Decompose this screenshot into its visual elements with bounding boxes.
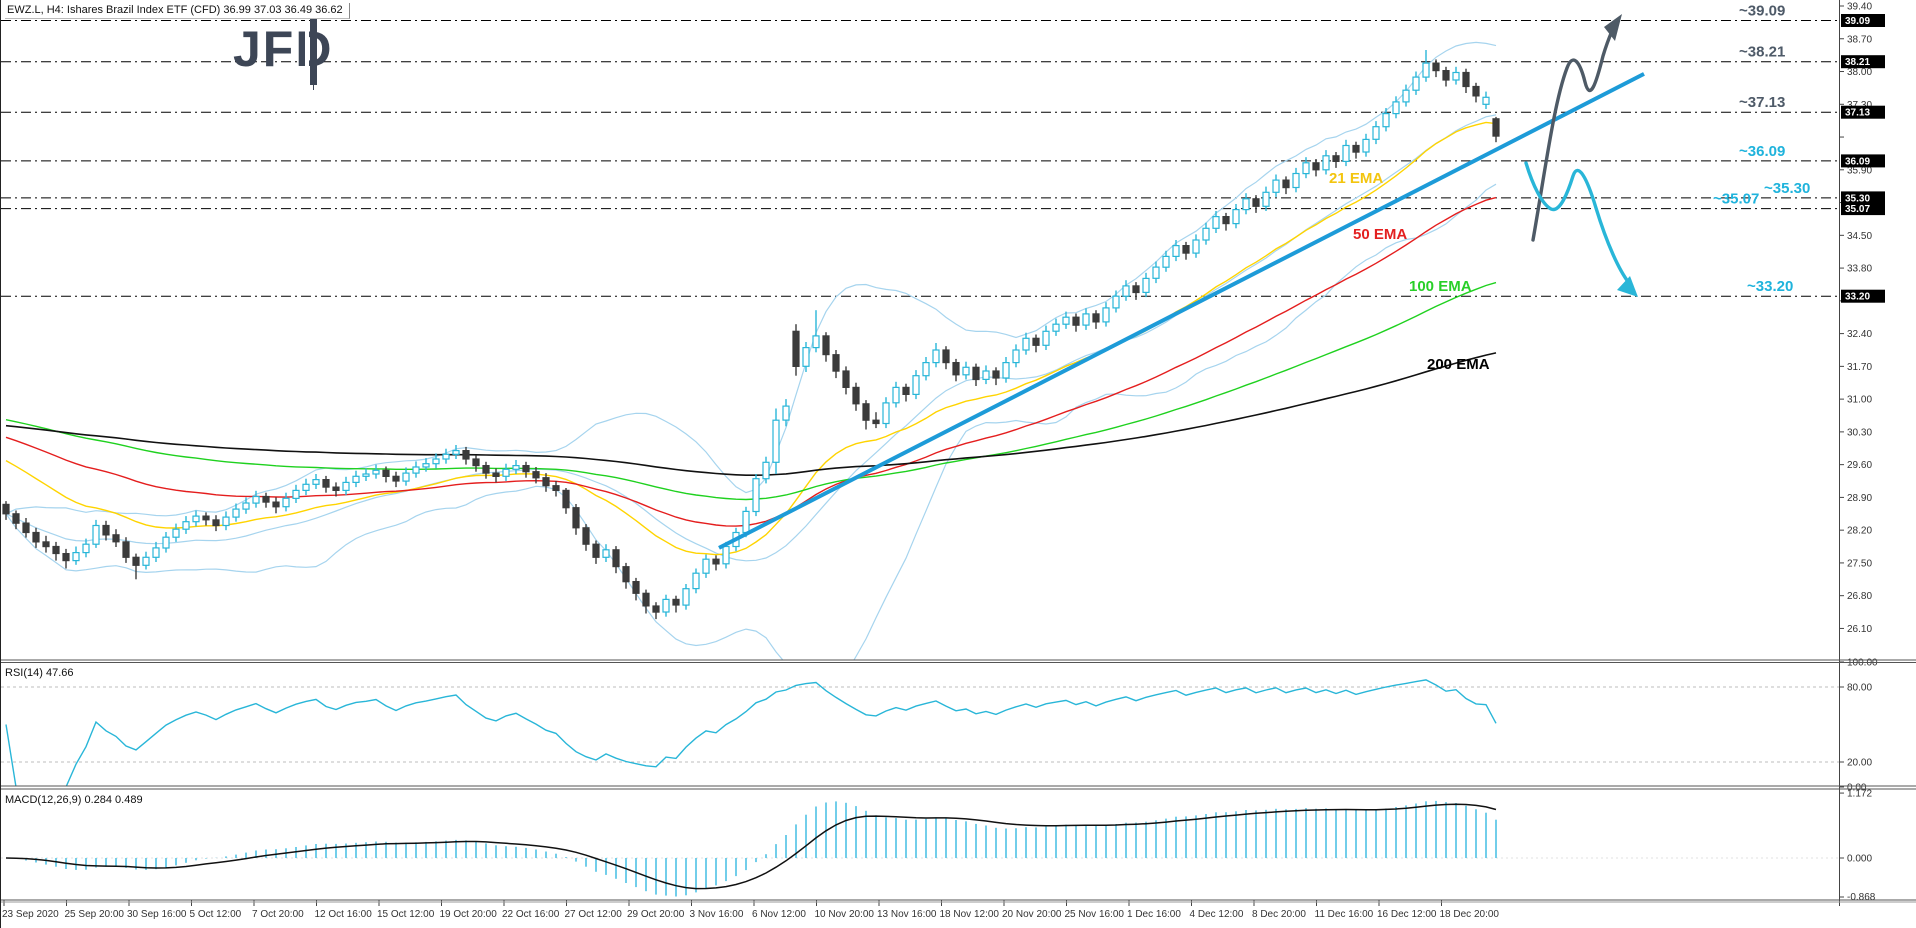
- svg-text:22 Oct 16:00: 22 Oct 16:00: [502, 909, 560, 920]
- svg-text:10 Nov 20:00: 10 Nov 20:00: [815, 909, 875, 920]
- svg-text:11 Dec 16:00: 11 Dec 16:00: [1315, 909, 1374, 920]
- svg-text:37.13: 37.13: [1845, 108, 1870, 119]
- svg-text:35.30: 35.30: [1845, 193, 1870, 204]
- svg-text:39.40: 39.40: [1847, 2, 1872, 13]
- svg-text:~33.20: ~33.20: [1747, 278, 1793, 295]
- svg-text:100 EMA: 100 EMA: [1409, 278, 1472, 295]
- bollinger-bands: [5, 41, 1497, 660]
- jfd-logo: JFD: [233, 10, 333, 90]
- svg-text:~37.13: ~37.13: [1739, 94, 1785, 111]
- candlesticks[interactable]: [2, 50, 1500, 620]
- svg-text:80.00: 80.00: [1847, 683, 1872, 694]
- svg-text:31.00: 31.00: [1847, 395, 1872, 406]
- svg-text:20 Nov 20:00: 20 Nov 20:00: [1002, 909, 1062, 920]
- svg-text:6 Nov 12:00: 6 Nov 12:00: [752, 909, 806, 920]
- svg-text:38.00: 38.00: [1847, 67, 1872, 78]
- svg-text:27.50: 27.50: [1847, 558, 1872, 569]
- trend-line[interactable]: [718, 72, 1645, 550]
- svg-text:27 Oct 12:00: 27 Oct 12:00: [565, 909, 623, 920]
- svg-text:7 Oct 20:00: 7 Oct 20:00: [252, 909, 304, 920]
- ema-lines: [5, 121, 1497, 556]
- macd-pane[interactable]: 1.172 0.000 -0.868: [1, 789, 1876, 903]
- svg-text:5 Oct 12:00: 5 Oct 12:00: [190, 909, 242, 920]
- svg-text:29 Oct 20:00: 29 Oct 20:00: [627, 909, 685, 920]
- svg-text:1 Dec 16:00: 1 Dec 16:00: [1127, 909, 1181, 920]
- svg-text:~36.09: ~36.09: [1739, 143, 1785, 160]
- svg-text:28.90: 28.90: [1847, 493, 1872, 504]
- time-axis[interactable]: 23 Sep 2020 25 Sep 20:00 30 Sep 16:00 5 Oct…: [2, 900, 1499, 920]
- svg-text:29.60: 29.60: [1847, 460, 1872, 471]
- svg-text:33.80: 33.80: [1847, 264, 1872, 275]
- svg-text:~35.30: ~35.30: [1764, 180, 1810, 197]
- svg-text:18 Nov 12:00: 18 Nov 12:00: [940, 909, 1000, 920]
- svg-text:38.70: 38.70: [1847, 34, 1872, 45]
- svg-text:26.80: 26.80: [1847, 591, 1872, 602]
- svg-text:19 Oct 20:00: 19 Oct 20:00: [440, 909, 498, 920]
- chart-annotations: ~39.09 ~38.21 ~37.13 ~36.09 ~35.30 ~35.07 ~33.…: [1329, 3, 1810, 373]
- svg-text:33.20: 33.20: [1845, 292, 1870, 303]
- svg-text:15 Oct 12:00: 15 Oct 12:00: [377, 909, 435, 920]
- svg-text:39.09: 39.09: [1845, 16, 1870, 27]
- svg-text:37.30: 37.30: [1847, 100, 1872, 111]
- svg-text:26.10: 26.10: [1847, 624, 1872, 635]
- svg-text:38.21: 38.21: [1845, 57, 1870, 68]
- macd-indicator-label: MACD(12,26,9) 0.284 0.489: [5, 794, 143, 806]
- svg-text:8 Dec 20:00: 8 Dec 20:00: [1252, 909, 1306, 920]
- svg-text:0.000: 0.000: [1847, 854, 1872, 865]
- svg-text:20.00: 20.00: [1847, 758, 1872, 769]
- svg-text:30 Sep 16:00: 30 Sep 16:00: [127, 909, 187, 920]
- svg-text:~38.21: ~38.21: [1739, 44, 1785, 61]
- svg-text:200 EMA: 200 EMA: [1427, 356, 1490, 373]
- svg-text:23 Sep 2020: 23 Sep 2020: [2, 909, 59, 920]
- svg-text:18 Dec 20:00: 18 Dec 20:00: [1440, 909, 1500, 920]
- svg-text:35.90: 35.90: [1847, 165, 1872, 176]
- svg-text:1.172: 1.172: [1847, 789, 1872, 800]
- svg-text:31.70: 31.70: [1847, 362, 1872, 373]
- projection-arrows[interactable]: [1524, 14, 1638, 297]
- svg-text:25 Nov 16:00: 25 Nov 16:00: [1065, 909, 1125, 920]
- svg-text:25 Sep 20:00: 25 Sep 20:00: [65, 909, 125, 920]
- jfd-logo-candle-slit: [305, 17, 310, 83]
- svg-text:4 Dec 12:00: 4 Dec 12:00: [1190, 909, 1244, 920]
- svg-text:0.00: 0.00: [1847, 783, 1867, 794]
- svg-text:~35.07: ~35.07: [1713, 191, 1759, 208]
- svg-text:~39.09: ~39.09: [1739, 3, 1785, 20]
- svg-text:50 EMA: 50 EMA: [1353, 226, 1407, 243]
- svg-text:36.09: 36.09: [1845, 156, 1870, 167]
- svg-text:13 Nov 16:00: 13 Nov 16:00: [877, 909, 937, 920]
- svg-text:34.50: 34.50: [1847, 231, 1872, 242]
- svg-text:3 Nov 16:00: 3 Nov 16:00: [690, 909, 744, 920]
- svg-text:28.20: 28.20: [1847, 526, 1872, 537]
- svg-text:32.40: 32.40: [1847, 329, 1872, 340]
- svg-text:16 Dec 12:00: 16 Dec 12:00: [1377, 909, 1437, 920]
- price-axis[interactable]: 39.40 38.70 38.00 37.30 35.90 34.50 33.80 32.40…: [1839, 0, 1885, 906]
- chart-title: EWZ.L, H4: Ishares Brazil Index ETF (CFD…: [5, 3, 350, 19]
- svg-text:-0.868: -0.868: [1847, 892, 1876, 903]
- svg-text:21 EMA: 21 EMA: [1329, 170, 1383, 187]
- svg-text:35.07: 35.07: [1845, 204, 1870, 215]
- pane-borders: [1, 659, 1916, 903]
- rsi-indicator-label: RSI(14) 47.66: [5, 667, 74, 679]
- svg-text:30.30: 30.30: [1847, 427, 1872, 438]
- svg-text:12 Oct 16:00: 12 Oct 16:00: [315, 909, 373, 920]
- jfd-logo-candle-icon: [310, 10, 318, 90]
